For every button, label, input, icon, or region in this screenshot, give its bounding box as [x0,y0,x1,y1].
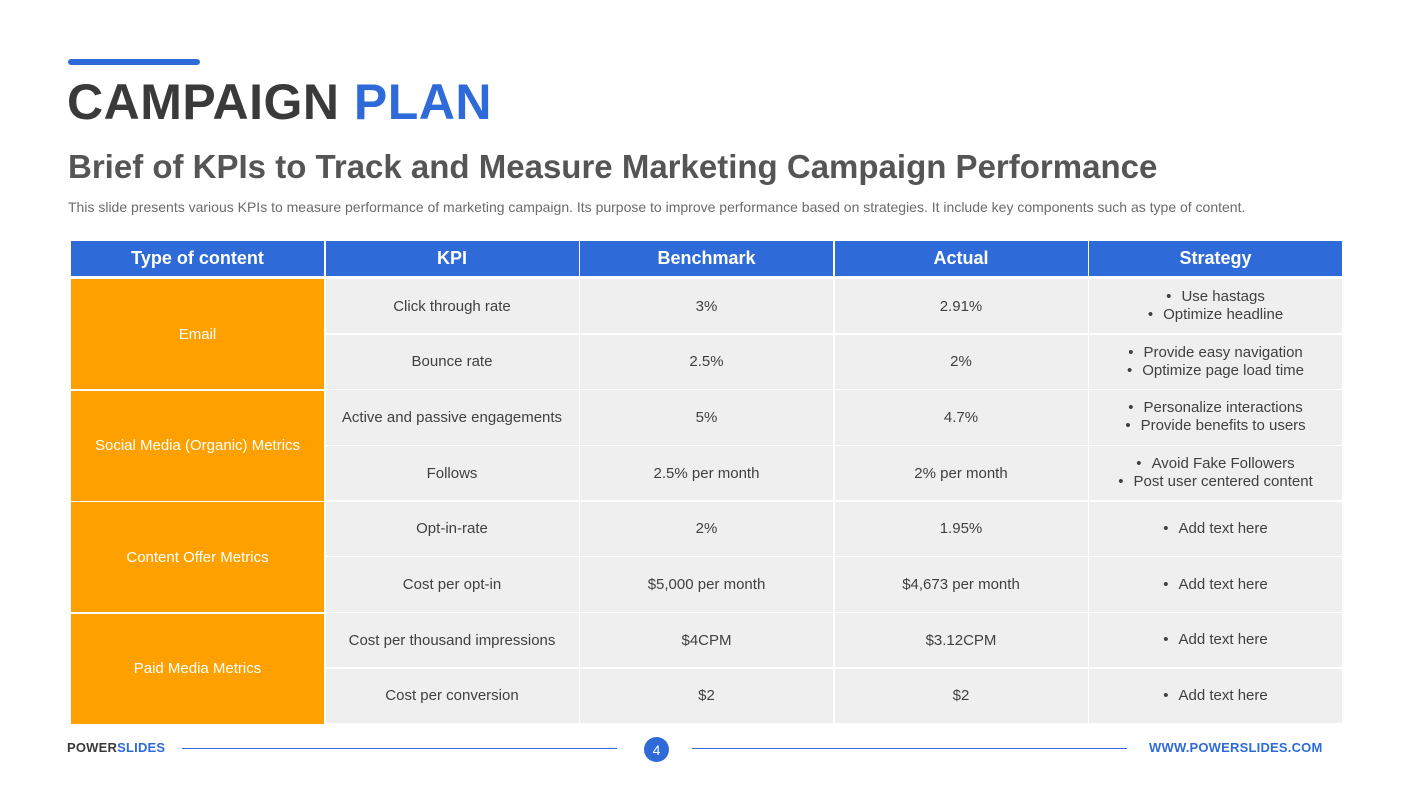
strategy-bullet: Provide easy navigation [1128,344,1303,362]
strategy-bullet: Add text here [1163,520,1268,538]
page-number-badge: 4 [644,737,669,762]
header-benchmark: Benchmark [580,241,833,276]
header-kpi: KPI [325,241,579,276]
footer-divider-right [692,748,1127,749]
group-cell-paid-media: Paid Media Metrics [71,613,324,724]
strategy-bullet: Avoid Fake Followers [1136,455,1295,473]
actual-cell: 2% [834,334,1088,389]
table-header-row: Type of content KPI Benchmark Actual Str… [71,241,1342,276]
strategy-bullet: Provide benefits to users [1125,417,1306,435]
kpi-cell: Opt-in-rate [325,501,579,556]
table-row: Follows 2.5% per month 2% per month Avoi… [325,446,1342,501]
page-description: This slide presents various KPIs to meas… [68,199,1246,215]
strategy-cell: Add text here [1089,613,1342,668]
table-row: Cost per thousand impressions $4CPM $3.1… [325,613,1342,668]
content-type-column: Email Social Media (Organic) Metrics Con… [71,279,324,724]
page-title: CAMPAIGN PLAN [67,72,492,132]
table-row: Cost per conversion $2 $2 Add text here [325,668,1342,723]
strategy-cell: Personalize interactions Provide benefit… [1089,390,1342,445]
table-row: Cost per opt-in $5,000 per month $4,673 … [325,557,1342,612]
strategy-cell: Provide easy navigation Optimize page lo… [1089,334,1342,389]
table-row: Click through rate 3% 2.91% Use hastags … [325,279,1342,334]
title-part-2: PLAN [353,74,493,130]
actual-cell: 4.7% [834,390,1088,445]
actual-cell: 2% per month [834,446,1088,501]
table-body: Email Social Media (Organic) Metrics Con… [71,279,1342,724]
footer-website-link[interactable]: WWW.POWERSLIDES.COM [1149,740,1323,755]
benchmark-cell: $5,000 per month [580,557,833,612]
actual-cell: $4,673 per month [834,557,1088,612]
actual-cell: 2.91% [834,279,1088,334]
strategy-bullet: Add text here [1163,631,1268,649]
title-part-1: CAMPAIGN [67,74,340,130]
kpi-cell: Cost per thousand impressions [325,613,579,668]
title-accent-bar [68,59,200,65]
header-type-of-content: Type of content [71,241,324,276]
strategy-cell: Add text here [1089,668,1342,723]
actual-cell: $2 [834,668,1088,723]
benchmark-cell: 3% [580,279,833,334]
benchmark-cell: 2.5% per month [580,446,833,501]
actual-cell: 1.95% [834,501,1088,556]
benchmark-cell: 2.5% [580,334,833,389]
kpi-cell: Click through rate [325,279,579,334]
page-subtitle: Brief of KPIs to Track and Measure Marke… [68,148,1158,185]
group-cell-content-offer: Content Offer Metrics [71,502,324,612]
strategy-cell: Add text here [1089,501,1342,556]
strategy-bullet: Post user centered content [1118,473,1312,491]
brand-part-1: POWER [67,740,118,755]
kpi-cell: Cost per opt-in [325,557,579,612]
strategy-bullet: Personalize interactions [1128,399,1303,417]
strategy-cell: Add text here [1089,557,1342,612]
footer-divider-left [182,748,617,749]
footer-brand-logo: POWERSLIDES [67,740,165,755]
benchmark-cell: $2 [580,668,833,723]
strategy-bullet: Optimize headline [1148,306,1283,324]
strategy-bullet: Use hastags [1166,288,1264,306]
benchmark-cell: 5% [580,390,833,445]
group-cell-email: Email [71,279,324,389]
benchmark-cell: $4CPM [580,613,833,668]
table-row: Active and passive engagements 5% 4.7% P… [325,390,1342,445]
table-rows: Click through rate 3% 2.91% Use hastags … [325,279,1342,724]
kpi-cell: Follows [325,446,579,501]
actual-cell: $3.12CPM [834,613,1088,668]
table-row: Opt-in-rate 2% 1.95% Add text here [325,501,1342,556]
table-row: Bounce rate 2.5% 2% Provide easy navigat… [325,334,1342,389]
kpi-cell: Bounce rate [325,334,579,389]
kpi-cell: Cost per conversion [325,668,579,723]
benchmark-cell: 2% [580,501,833,556]
strategy-bullet: Add text here [1163,576,1268,594]
brand-part-2: SLIDES [117,740,166,755]
kpi-cell: Active and passive engagements [325,390,579,445]
kpi-table: Type of content KPI Benchmark Actual Str… [71,241,1342,724]
strategy-bullet: Optimize page load time [1127,362,1304,380]
strategy-cell: Use hastags Optimize headline [1089,279,1342,334]
header-actual: Actual [834,241,1088,276]
group-cell-social-media: Social Media (Organic) Metrics [71,390,324,501]
header-strategy: Strategy [1089,241,1342,276]
strategy-cell: Avoid Fake Followers Post user centered … [1089,446,1342,501]
strategy-bullet: Add text here [1163,687,1268,705]
